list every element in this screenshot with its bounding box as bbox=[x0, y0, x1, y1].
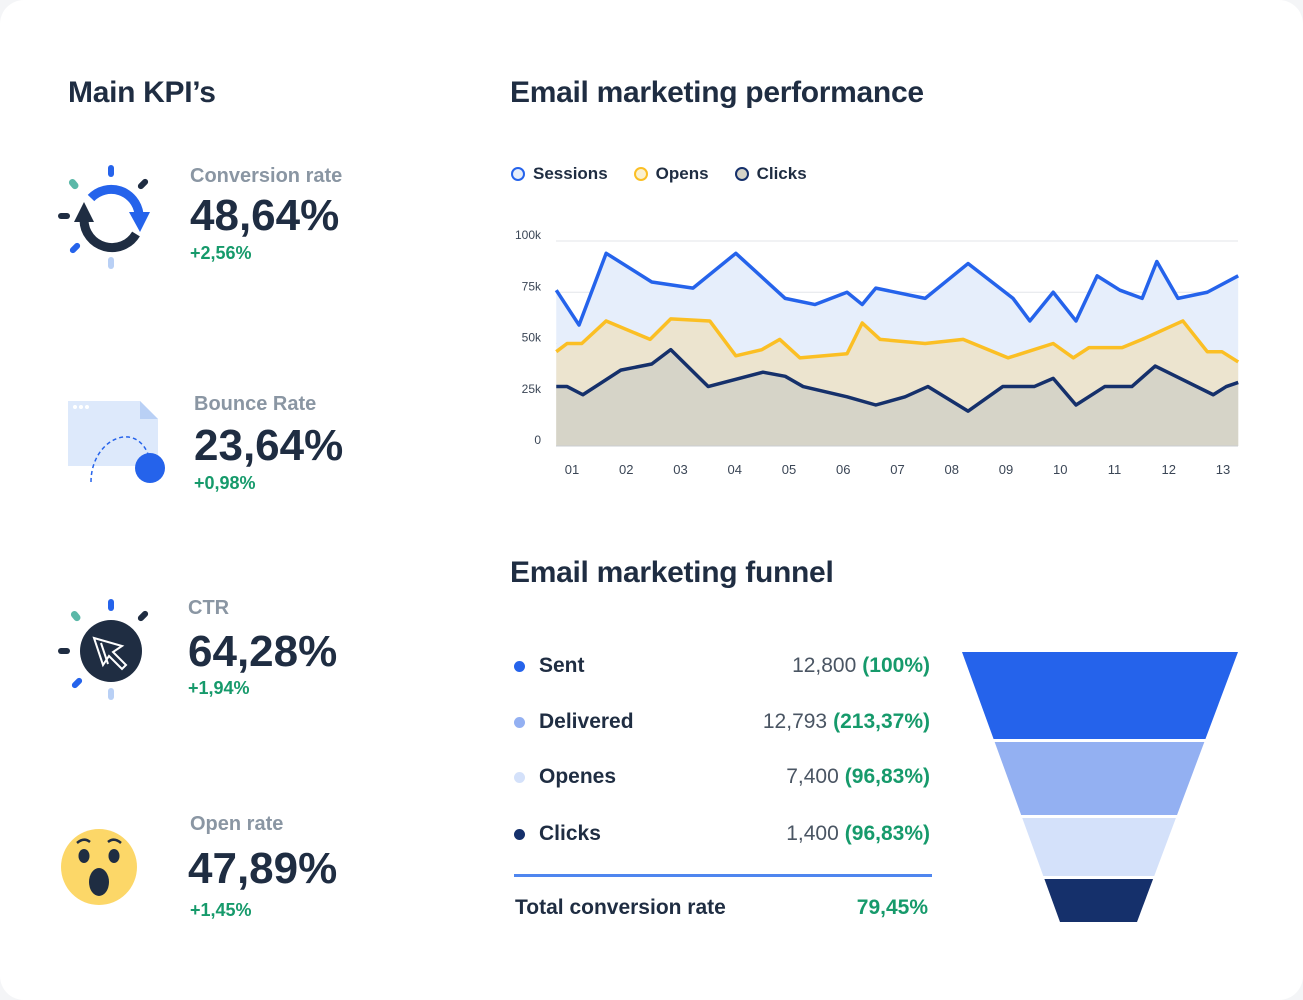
funnel-row-openes: Openes 7,400 (96,83%) bbox=[514, 765, 930, 789]
funnel-stage-name: Sent bbox=[539, 654, 585, 677]
funnel-chart bbox=[962, 652, 1238, 922]
x-tick-label: 08 bbox=[945, 462, 959, 477]
x-tick-label: 10 bbox=[1053, 462, 1067, 477]
y-tick-label: 75k bbox=[522, 279, 542, 293]
funnel-dot bbox=[514, 716, 525, 728]
legend-item-clicks[interactable]: Clicks bbox=[734, 164, 807, 184]
funnel-title: Email marketing funnel bbox=[510, 556, 834, 589]
funnel-divider bbox=[514, 874, 932, 877]
funnel-segment-openes bbox=[1022, 818, 1176, 876]
funnel-stage-value: 12,800 bbox=[792, 654, 857, 677]
y-tick-label: 25k bbox=[522, 382, 542, 396]
legend-marker-clicks bbox=[734, 167, 749, 181]
funnel-stage-percent: (100%) bbox=[862, 654, 930, 677]
kpi-label-ctr: CTR bbox=[188, 597, 230, 619]
chart-title: Email marketing performance bbox=[510, 76, 924, 109]
y-tick-label: 100k bbox=[515, 228, 542, 242]
funnel-stage-percent: (96,83%) bbox=[844, 822, 930, 845]
surprised-face-icon bbox=[61, 829, 137, 905]
kpi-delta-bounce-rate: +0,98% bbox=[194, 473, 256, 493]
funnel-segment-sent bbox=[962, 652, 1238, 739]
funnel-stage-value: 1,400 bbox=[786, 822, 839, 845]
total-conversion-value: 79,45% bbox=[856, 896, 928, 919]
line-sessions bbox=[554, 251, 1240, 327]
funnel-stage-value: 12,793 bbox=[762, 710, 828, 733]
funnel-dot bbox=[514, 828, 525, 840]
kpi-label-bounce-rate: Bounce Rate bbox=[194, 393, 317, 415]
kpi-value-conversion-rate: 48,64% bbox=[190, 191, 340, 240]
legend-label: Sessions bbox=[533, 164, 608, 183]
funnel-stage-name: Clicks bbox=[539, 822, 601, 845]
kpi-label-open-rate: Open rate bbox=[190, 813, 284, 835]
x-tick-label: 13 bbox=[1216, 462, 1230, 477]
funnel-segment-delivered bbox=[994, 742, 1205, 815]
legend-label: Opens bbox=[655, 164, 709, 183]
funnel-stage-name: Openes bbox=[539, 765, 617, 788]
funnel-row-sent: Sent 12,800 (100%) bbox=[514, 654, 930, 678]
kpi-value-ctr: 64,28% bbox=[188, 627, 338, 676]
x-tick-label: 03 bbox=[673, 462, 687, 477]
kpi-delta-open-rate: +1,45% bbox=[190, 900, 252, 920]
legend-item-sessions[interactable]: Sessions bbox=[511, 164, 608, 184]
line-clicks bbox=[556, 347, 1239, 413]
total-conversion-label: Total conversion rate bbox=[515, 896, 726, 919]
legend-label: Clicks bbox=[756, 164, 807, 183]
legend-marker-opens bbox=[633, 167, 648, 181]
performance-area-chart: 0 25k 50k 75k 100k 01 02 03 04 05 06 07 08 09 10 11 12 13 bbox=[515, 228, 1240, 477]
funnel-stage-value: 7,400 bbox=[786, 765, 839, 788]
x-tick-label: 04 bbox=[728, 462, 742, 477]
x-tick-label: 11 bbox=[1108, 462, 1122, 477]
x-tick-label: 01 bbox=[565, 462, 579, 477]
funnel-row-clicks: Clicks 1,400 (96,83%) bbox=[514, 822, 930, 846]
refresh-cycle-icon bbox=[58, 165, 150, 269]
kpi-value-bounce-rate: 23,64% bbox=[194, 421, 344, 470]
kpi-label-conversion-rate: Conversion rate bbox=[190, 165, 343, 187]
y-tick-label: 0 bbox=[534, 433, 541, 447]
kpi-delta-conversion-rate: +2,56% bbox=[190, 243, 252, 263]
x-tick-label: 02 bbox=[619, 462, 633, 477]
x-tick-label: 07 bbox=[890, 462, 904, 477]
chart-legend: Sessions Opens Clicks bbox=[511, 164, 807, 184]
kpi-delta-ctr: +1,94% bbox=[188, 678, 250, 698]
area-clicks bbox=[556, 349, 1239, 446]
funnel-dot bbox=[514, 660, 525, 672]
funnel-stage-name: Delivered bbox=[539, 710, 634, 733]
kpi-section-title: Main KPI’s bbox=[68, 76, 216, 109]
y-tick-label: 50k bbox=[522, 331, 542, 345]
bounce-browser-icon bbox=[68, 401, 165, 483]
x-tick-label: 09 bbox=[999, 462, 1013, 477]
funnel-stage-percent: (213,37%) bbox=[833, 710, 930, 733]
funnel-row-delivered: Delivered 12,793 (213,37%) bbox=[514, 710, 930, 734]
x-tick-label: 12 bbox=[1162, 462, 1176, 477]
kpi-value-open-rate: 47,89% bbox=[188, 844, 338, 893]
x-tick-label: 06 bbox=[836, 462, 850, 477]
cursor-click-icon bbox=[58, 599, 149, 700]
line-opens bbox=[555, 317, 1240, 364]
funnel-dot bbox=[514, 771, 525, 783]
x-tick-label: 05 bbox=[782, 462, 796, 477]
legend-marker-sessions bbox=[511, 167, 525, 181]
funnel-segment-clicks bbox=[1044, 879, 1154, 922]
funnel-stage-percent: (96,83%) bbox=[844, 765, 930, 788]
legend-item-opens[interactable]: Opens bbox=[633, 164, 709, 184]
